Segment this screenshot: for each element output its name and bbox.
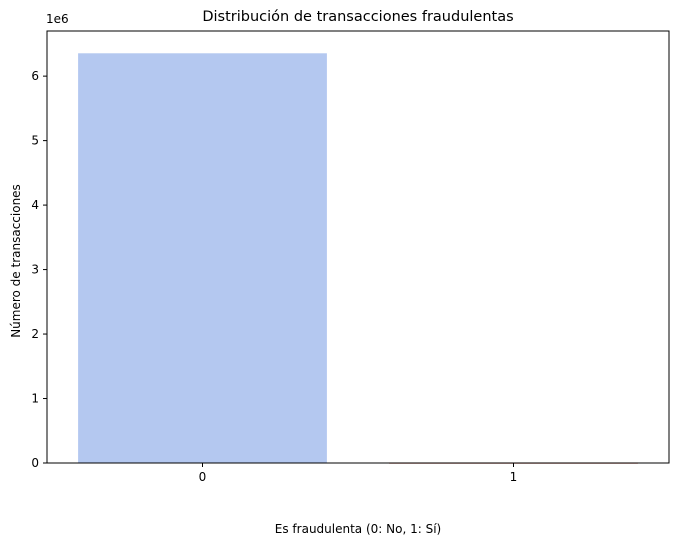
y-tick-label: 0 xyxy=(31,456,39,470)
y-ticks: 0 1 2 3 4 5 6 xyxy=(31,69,47,470)
y-tick-label: 2 xyxy=(31,327,39,341)
y-axis-label: Número de transacciones xyxy=(9,184,23,338)
chart-title: Distribución de transacciones fraudulent… xyxy=(202,9,513,25)
bar-0 xyxy=(78,53,327,463)
y-tick-label: 6 xyxy=(31,69,39,83)
y-tick-label: 5 xyxy=(31,134,39,148)
x-tick-label: 0 xyxy=(199,470,207,484)
y-tick-label: 4 xyxy=(31,198,39,212)
x-tick-label: 1 xyxy=(510,470,518,484)
y-scale-label: 1e6 xyxy=(46,12,69,26)
x-axis-label: Es fraudulenta (0: No, 1: Sí) xyxy=(275,522,441,536)
bars xyxy=(78,53,638,464)
y-tick-label: 1 xyxy=(31,392,39,406)
plot-frame xyxy=(46,30,670,464)
y-tick-label: 3 xyxy=(31,263,39,277)
